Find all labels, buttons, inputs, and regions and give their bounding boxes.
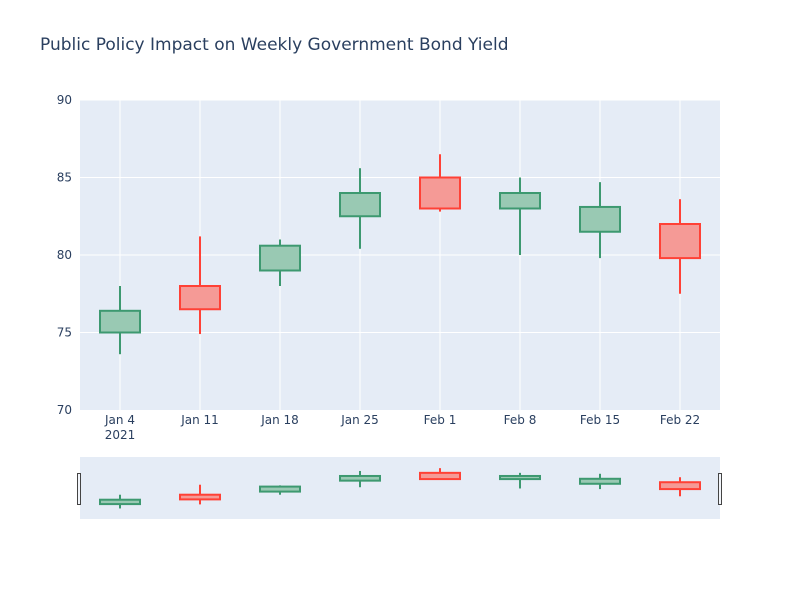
candle-body [659,223,701,260]
candle-body [499,192,541,210]
mini-candle-body [339,474,381,482]
candle [99,286,141,355]
candle-body [259,244,301,272]
candle-body [339,192,381,218]
candle-body [99,309,141,334]
mini-candle [339,470,381,488]
mini-candle-body [99,498,141,506]
mini-candle [659,477,701,497]
y-tick-label: 75 [57,326,72,340]
range-slider-left-handle[interactable] [77,473,81,505]
x-axis-ticks: 2021 Jan 4 Jan 11 Jan 18 Jan 25 Feb 1 Feb 8 Fe… [104,413,700,442]
x-tick-label: Jan 4 [104,413,135,427]
mini-candle-body [579,477,621,485]
y-tick-label: 80 [57,248,72,262]
mini-candle [579,473,621,490]
mini-candle [179,484,221,505]
mini-candle [259,485,301,495]
x-tick-label: Feb 22 [660,413,700,427]
mini-candle [499,472,541,489]
mini-candle-body [419,471,461,481]
candle-body [579,205,621,233]
candle [259,239,301,286]
y-axis-ticks: 70 75 80 85 90 [57,93,72,417]
mini-candle [99,494,141,509]
candle [579,182,621,259]
candle [339,168,381,249]
y-tick-label: 85 [57,171,72,185]
candle [419,154,461,212]
candle-body [419,176,461,210]
x-tick-label: Feb 15 [580,413,620,427]
x-tick-label: Feb 1 [424,413,457,427]
x-tick-label: Jan 11 [180,413,219,427]
x-tick-label: Jan 18 [260,413,299,427]
mini-candle [419,468,461,481]
x-tick-label: Jan 25 [340,413,379,427]
y-tick-label: 70 [57,403,72,417]
mini-candle-body [499,474,541,481]
mini-candle-body [659,481,701,491]
range-slider-candles [99,468,701,509]
candle [659,199,701,294]
mini-candle-body [179,493,221,501]
range-slider-right-handle[interactable] [718,473,722,505]
range-slider[interactable] [80,457,720,519]
x-tick-year-label: 2021 [105,428,136,442]
candle [179,236,221,335]
x-tick-label: Feb 8 [504,413,537,427]
candle-body [179,285,221,311]
candles [99,154,701,355]
mini-candle-body [259,485,301,493]
chart-title: Public Policy Impact on Weekly Governmen… [40,35,509,55]
y-tick-label: 90 [57,93,72,107]
candle [499,177,541,255]
